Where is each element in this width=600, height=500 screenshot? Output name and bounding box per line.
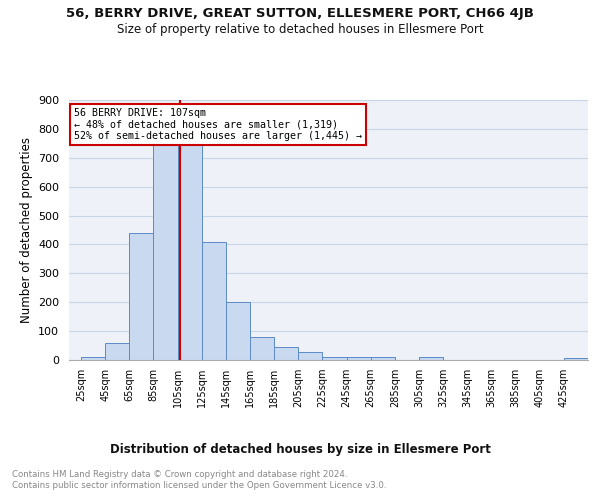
Text: Distribution of detached houses by size in Ellesmere Port: Distribution of detached houses by size …: [110, 442, 490, 456]
Bar: [564, 358, 588, 360]
Text: 56, BERRY DRIVE, GREAT SUTTON, ELLESMERE PORT, CH66 4JB: 56, BERRY DRIVE, GREAT SUTTON, ELLESMERE…: [66, 8, 534, 20]
Text: Size of property relative to detached houses in Ellesmere Port: Size of property relative to detached ho…: [116, 22, 484, 36]
Y-axis label: Number of detached properties: Number of detached properties: [20, 137, 32, 323]
Bar: [250, 338, 274, 360]
Text: Contains public sector information licensed under the Open Government Licence v3: Contains public sector information licen…: [12, 481, 386, 490]
Bar: [298, 352, 322, 360]
Bar: [81, 357, 105, 360]
Bar: [202, 242, 226, 360]
Bar: [419, 357, 443, 360]
Bar: [371, 357, 395, 360]
Bar: [322, 356, 347, 360]
Bar: [274, 347, 298, 360]
Bar: [130, 233, 154, 360]
Bar: [178, 142, 202, 360]
Bar: [105, 342, 130, 360]
Bar: [347, 356, 371, 360]
Text: 56 BERRY DRIVE: 107sqm
← 48% of detached houses are smaller (1,319)
52% of semi-: 56 BERRY DRIVE: 107sqm ← 48% of detached…: [74, 108, 362, 141]
Bar: [226, 302, 250, 360]
Bar: [154, 140, 178, 360]
Text: Contains HM Land Registry data © Crown copyright and database right 2024.: Contains HM Land Registry data © Crown c…: [12, 470, 347, 479]
